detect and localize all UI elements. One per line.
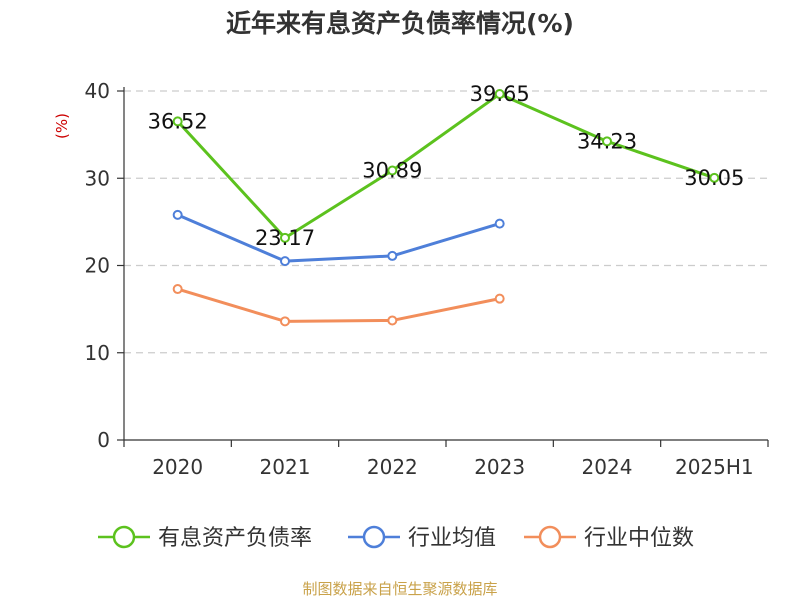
x-tick-label: 2025H1 xyxy=(675,455,754,479)
data-point xyxy=(387,165,398,176)
legend-item: 行业中位数 xyxy=(524,525,694,551)
chart-title: 近年来有息资产负债率情况(%) xyxy=(226,9,574,38)
y-tick-label: 0 xyxy=(97,428,110,452)
data-label: 30.89 xyxy=(362,158,422,182)
data-point xyxy=(494,218,505,229)
legend-label: 有息资产负债率 xyxy=(158,526,312,551)
legend-swatch-marker xyxy=(362,525,386,549)
x-tick-label: 2022 xyxy=(367,455,418,479)
data-point xyxy=(494,293,505,304)
legend-swatch-marker xyxy=(112,525,136,549)
legend-label: 行业均值 xyxy=(408,526,496,551)
y-tick-label: 10 xyxy=(85,341,110,365)
data-point xyxy=(280,316,290,327)
data-point xyxy=(280,232,290,243)
series-line xyxy=(177,287,500,323)
y-axis-unit-label: (%) xyxy=(53,113,71,139)
x-tick-label: 2024 xyxy=(582,455,633,479)
data-point xyxy=(494,89,505,100)
series-line xyxy=(177,213,501,263)
data-label: 23.17 xyxy=(255,226,315,250)
gridlines xyxy=(124,90,768,354)
data-point xyxy=(172,284,183,295)
data-point xyxy=(602,136,612,147)
data-point xyxy=(387,250,398,261)
data-source-footer: 制图数据来自恒生聚源数据库 xyxy=(302,580,498,598)
data-point xyxy=(709,172,720,183)
data-label: 30.05 xyxy=(684,166,744,190)
x-tick-label: 2021 xyxy=(260,455,311,479)
data-point xyxy=(387,315,398,326)
data-labels: 36.52 23.17 30.89 39.65 34.23 30.05 xyxy=(148,82,745,250)
y-tick-label: 40 xyxy=(85,79,110,103)
data-point xyxy=(172,209,183,220)
data-point xyxy=(172,116,183,127)
legend-swatch-marker xyxy=(538,525,562,549)
x-axis: 2020 2021 2022 2023 2024 2025H1 xyxy=(123,439,769,479)
y-tick-label: 20 xyxy=(85,254,110,278)
data-label: 39.65 xyxy=(470,82,530,106)
x-tick-label: 2023 xyxy=(474,455,525,479)
legend: 有息资产负债率 行业均值 行业中位数 xyxy=(98,525,694,551)
data-label: 36.52 xyxy=(148,109,208,133)
data-point xyxy=(280,256,290,267)
y-axis: 0 10 20 30 40 xyxy=(85,79,125,452)
legend-item: 有息资产负债率 xyxy=(98,525,312,551)
x-tick-label: 2020 xyxy=(152,455,203,479)
y-tick-label: 30 xyxy=(85,166,110,190)
data-label: 34.23 xyxy=(577,129,637,153)
series-lines xyxy=(172,89,720,327)
legend-item: 行业均值 xyxy=(348,525,496,551)
series-line xyxy=(176,92,715,240)
legend-label: 行业中位数 xyxy=(584,526,694,551)
